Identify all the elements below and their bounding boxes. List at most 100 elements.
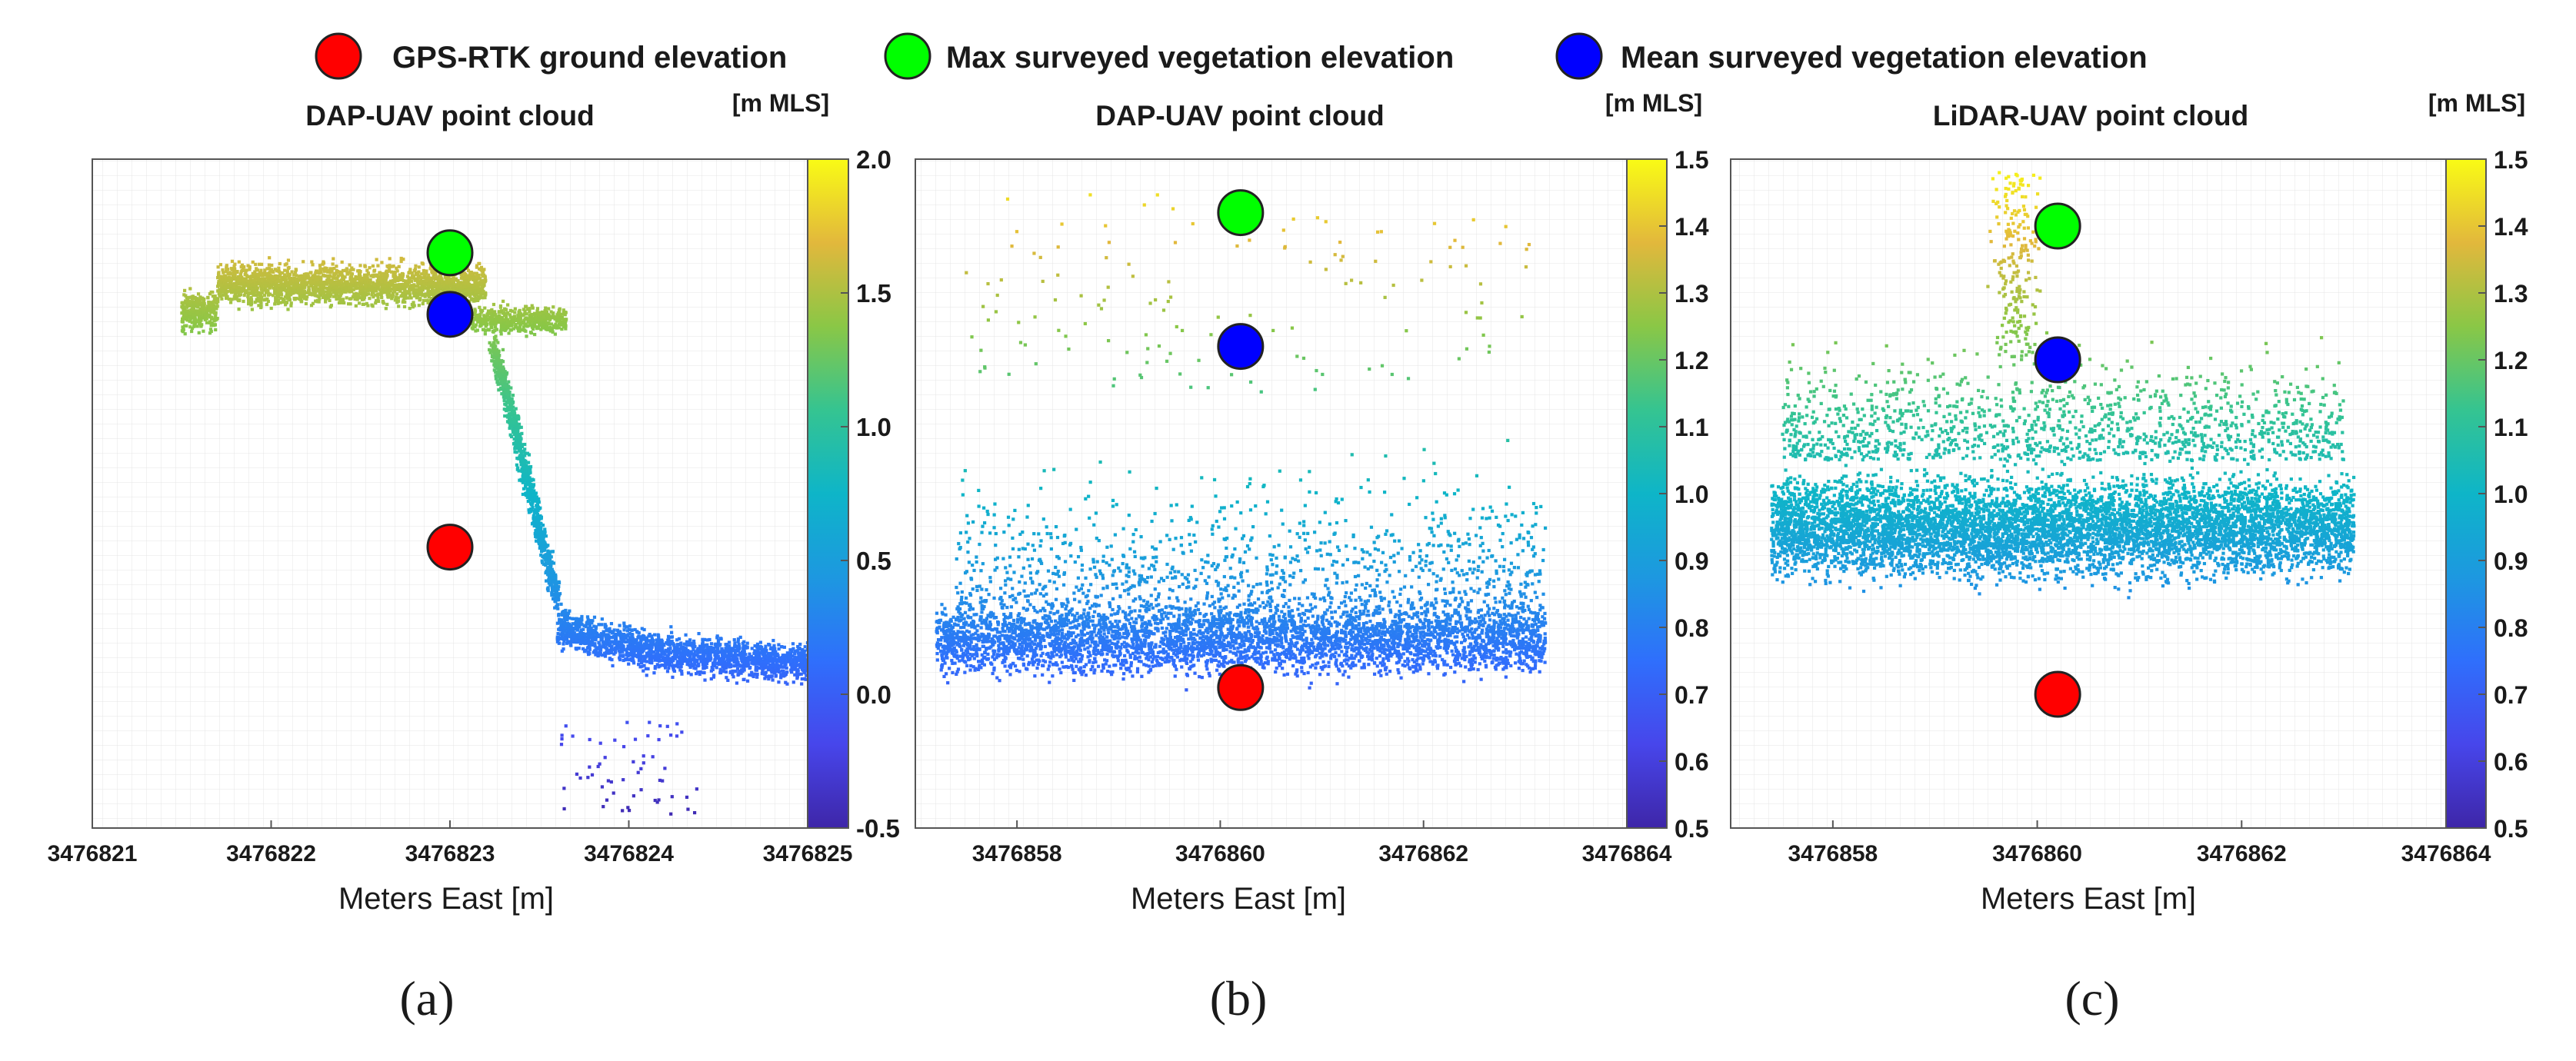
point-cloud-point [330, 304, 333, 307]
point-cloud-point [302, 260, 305, 263]
point-cloud-point [196, 311, 199, 314]
point-cloud-point [185, 317, 188, 320]
point-cloud-point [248, 291, 251, 294]
point-cloud-point [532, 484, 535, 487]
point-cloud-point [216, 284, 219, 288]
point-cloud-point [512, 428, 515, 431]
point-cloud-point [247, 298, 250, 301]
point-cloud-point [556, 314, 559, 318]
point-cloud-point [564, 327, 567, 330]
point-cloud-point [671, 635, 674, 638]
point-cloud-point [191, 304, 194, 308]
point-cloud-point [311, 276, 314, 279]
point-cloud-point [550, 569, 553, 572]
point-cloud-point [498, 318, 502, 321]
point-cloud-point [377, 300, 380, 303]
point-cloud-point [547, 322, 550, 325]
point-cloud-point [553, 607, 556, 610]
point-cloud-point [522, 464, 525, 467]
point-cloud-point [525, 334, 528, 338]
point-cloud-point [478, 313, 482, 316]
point-cloud-point [315, 294, 318, 298]
point-cloud-point [311, 263, 314, 266]
point-cloud-point [248, 266, 252, 269]
point-cloud-point [791, 642, 795, 645]
point-cloud-point [380, 261, 383, 264]
point-cloud-point [471, 276, 474, 279]
point-cloud-point [217, 271, 220, 274]
point-cloud-point [265, 289, 268, 292]
point-cloud-point [186, 309, 189, 312]
point-cloud-point [332, 274, 335, 277]
point-cloud-point [240, 290, 243, 293]
point-cloud-point [408, 277, 411, 280]
point-cloud-point [194, 296, 197, 299]
point-cloud-point [328, 280, 331, 283]
point-cloud-point [232, 270, 235, 273]
point-cloud-point [198, 331, 201, 334]
point-cloud-point [422, 262, 425, 265]
point-cloud-point [274, 300, 277, 303]
point-cloud-point [498, 374, 502, 377]
point-cloud-point [300, 291, 303, 294]
point-cloud-point [552, 550, 555, 553]
point-cloud-point [499, 364, 502, 367]
point-cloud-point [418, 292, 421, 295]
point-cloud-point [558, 581, 561, 584]
point-cloud-point [645, 674, 648, 677]
point-cloud-point [525, 461, 528, 464]
point-cloud-point [438, 282, 441, 285]
point-cloud-point [503, 390, 506, 393]
point-cloud-point [310, 304, 313, 307]
point-cloud-point [328, 299, 331, 302]
point-cloud-point [348, 286, 352, 289]
point-cloud-point [397, 304, 400, 308]
point-cloud-point [488, 348, 491, 351]
point-cloud-point [364, 284, 367, 288]
point-cloud-point [401, 291, 404, 294]
point-cloud-point [332, 282, 335, 285]
point-cloud-point [485, 324, 488, 328]
point-cloud-point [379, 276, 382, 279]
point-cloud-point [541, 555, 544, 558]
point-cloud-point [512, 433, 515, 436]
point-cloud-point [531, 325, 534, 328]
point-cloud-point [535, 536, 538, 539]
point-cloud-point [512, 411, 515, 414]
point-cloud-point [249, 287, 252, 290]
point-cloud-point [208, 315, 212, 318]
point-cloud-point [756, 673, 759, 676]
point-cloud-point [434, 290, 437, 293]
point-cloud-point [499, 381, 502, 384]
point-cloud-point [512, 319, 515, 322]
point-cloud-point [481, 273, 484, 276]
point-cloud-point [408, 268, 412, 271]
point-cloud-point [726, 679, 729, 682]
point-cloud-point [328, 270, 331, 273]
point-cloud-point [610, 622, 613, 625]
point-cloud-point [515, 415, 518, 418]
point-cloud-point [234, 290, 237, 293]
point-cloud-point [376, 282, 379, 285]
point-cloud-point [501, 378, 504, 381]
point-cloud-point [214, 323, 217, 326]
point-cloud-point [479, 318, 482, 321]
point-cloud-point [494, 318, 497, 321]
point-cloud-point [237, 291, 240, 294]
point-cloud-point [202, 307, 205, 310]
point-cloud-point [459, 284, 462, 287]
point-cloud-point [318, 264, 322, 267]
point-cloud-point [386, 270, 389, 273]
point-cloud-point [506, 303, 509, 306]
point-cloud-point [618, 624, 621, 627]
point-cloud-point [556, 595, 559, 598]
point-cloud-point [538, 507, 542, 510]
point-cloud-point [503, 407, 506, 411]
point-cloud-point [777, 680, 780, 683]
point-cloud-point [482, 328, 485, 331]
point-cloud-point [418, 288, 422, 291]
point-cloud-point [208, 301, 212, 304]
point-cloud-point [194, 318, 197, 321]
point-cloud-point [552, 324, 555, 328]
point-cloud-point [398, 288, 402, 291]
